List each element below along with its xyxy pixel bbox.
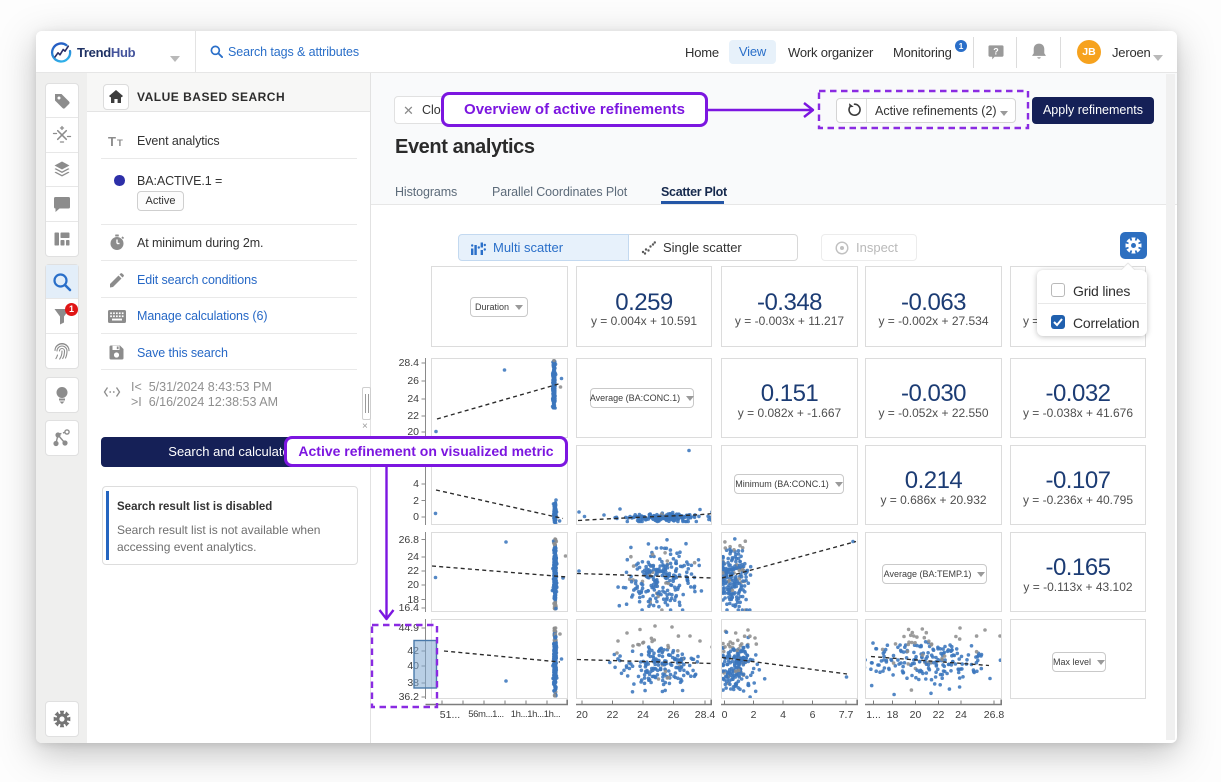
svg-text:T: T bbox=[108, 134, 116, 149]
svg-text:T: T bbox=[117, 138, 123, 149]
svg-text:?: ? bbox=[993, 46, 998, 56]
